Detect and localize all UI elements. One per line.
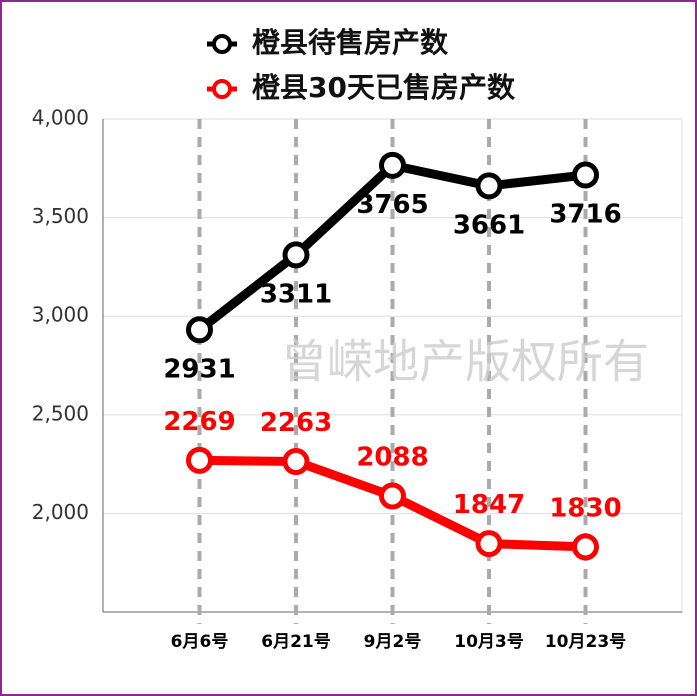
point (379, 482, 406, 510)
data-label: 2263 (260, 408, 332, 438)
point (572, 161, 599, 189)
point (282, 448, 310, 476)
point (186, 316, 213, 344)
point (186, 446, 213, 474)
point (282, 241, 310, 269)
x-tick-label: 9月2号 (364, 632, 422, 652)
y-tick-label: 3,500 (32, 204, 89, 228)
point (572, 533, 599, 561)
watermark: 曾嵘地产版权所有 (281, 335, 649, 389)
x-tick-label: 6月6号 (171, 632, 229, 652)
legend-marker (212, 34, 232, 54)
y-tick-label: 4,000 (32, 106, 89, 130)
x-tick-label: 10月3号 (454, 632, 524, 652)
legend-label: 橙县30天已售房产数 (252, 71, 516, 104)
data-label: 3716 (549, 200, 621, 230)
y-tick-label: 3,000 (32, 303, 89, 327)
data-label: 1847 (453, 490, 525, 520)
data-label: 3765 (356, 190, 428, 220)
point (475, 172, 503, 200)
x-tick-label: 6月21号 (261, 632, 331, 652)
data-label: 2931 (163, 354, 235, 384)
data-label: 1830 (549, 493, 621, 523)
y-tick-label: 2,500 (32, 401, 89, 425)
data-label: 2088 (356, 443, 428, 473)
point (379, 151, 406, 179)
data-label: 3311 (260, 279, 332, 309)
data-label: 3661 (453, 210, 525, 240)
data-label: 2269 (163, 407, 235, 437)
legend-marker (212, 79, 232, 99)
point (475, 530, 503, 558)
y-tick-label: 2,000 (32, 500, 89, 524)
legend-label: 橙县待售房产数 (252, 26, 449, 59)
x-tick-label: 10月23号 (545, 632, 626, 652)
